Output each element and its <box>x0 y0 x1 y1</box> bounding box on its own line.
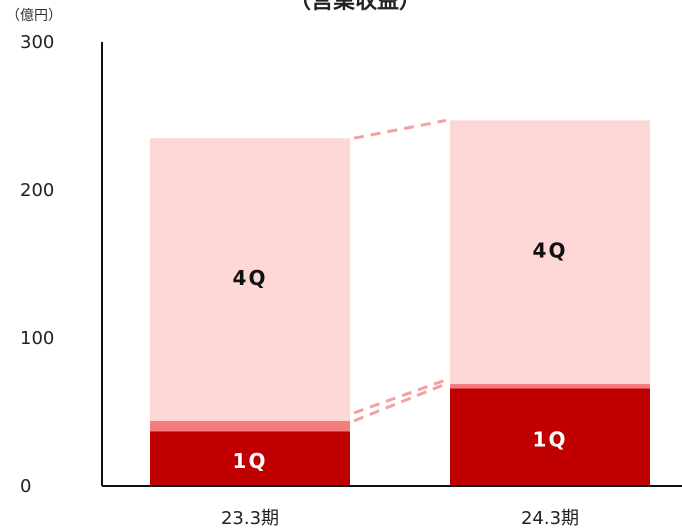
y-axis-unit-label: （億円） <box>6 8 62 24</box>
connector-line-0 <box>353 382 447 423</box>
y-tick-label-100: 100 <box>20 328 54 349</box>
y-tick-label-0: 0 <box>20 476 31 497</box>
connector-line-0-b <box>353 378 447 415</box>
bar-segment-0-2 <box>150 138 350 421</box>
bar-segment-0-1 <box>150 420 350 432</box>
x-category-label-0: 23.3期 <box>221 508 279 529</box>
x-axis-category-labels: 23.3期 24.3期 <box>221 508 579 529</box>
segment-label-1-2: 4Q <box>533 239 568 263</box>
bar-segment-1-0 <box>450 388 650 486</box>
bars <box>150 120 650 486</box>
segment-label-0-0: 1Q <box>233 449 268 473</box>
bar-segment-0-0 <box>150 431 350 486</box>
bar-segment-1-2 <box>450 120 650 384</box>
bar-segment-1-1 <box>450 383 650 389</box>
bar-connectors <box>353 118 447 423</box>
y-tick-label-300: 300 <box>20 32 54 53</box>
chart-title: （営業収益） <box>289 0 421 14</box>
y-tick-label-200: 200 <box>20 180 54 201</box>
segment-label-0-2: 4Q <box>233 266 268 290</box>
segment-label-1-0: 1Q <box>533 428 568 452</box>
x-category-label-1: 24.3期 <box>521 508 579 529</box>
connector-line-1 <box>353 118 447 140</box>
segment-labels: 1Q 4Q 1Q 4Q <box>233 239 568 473</box>
y-axis-ticks: 0 100 200 300 <box>20 32 54 497</box>
